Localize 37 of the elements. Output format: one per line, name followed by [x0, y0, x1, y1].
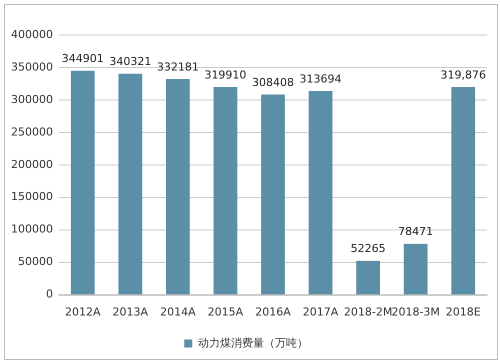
data-label: 340321	[109, 55, 152, 68]
x-tick-label: 2018E	[446, 305, 481, 318]
y-tick-label: 50000	[18, 255, 53, 268]
y-tick-label: 350000	[10, 60, 53, 74]
y-tick-label: 400000	[10, 28, 53, 41]
data-label: 344901	[62, 52, 104, 66]
x-tick-label: 2012A	[65, 305, 101, 318]
legend-label: 动力煤消费量（万吨）	[198, 336, 308, 350]
x-tick-label: 2013A	[112, 305, 149, 318]
bar	[404, 244, 428, 294]
x-tick-label: 2015A	[208, 305, 244, 318]
y-tick-label: 300000	[10, 92, 53, 106]
bar	[451, 87, 476, 294]
y-tick-label: 100000	[10, 222, 53, 236]
x-tick-label: 2018-2M	[344, 305, 392, 318]
bar	[261, 94, 285, 294]
bar	[70, 70, 95, 294]
y-tick-label: 200000	[10, 158, 53, 171]
x-tick-label: 2017A	[302, 305, 339, 318]
y-tick-label: 150000	[10, 190, 53, 204]
bar	[356, 260, 380, 294]
data-label: 313694	[300, 72, 342, 86]
data-label: 308408	[252, 76, 294, 89]
x-tick-label: 2018-3M	[391, 305, 440, 318]
data-label: 319,876	[440, 68, 486, 82]
bar	[214, 87, 238, 294]
y-tick-label: 0	[46, 288, 53, 301]
bar	[166, 79, 190, 294]
y-tick-label: 250000	[10, 125, 53, 138]
data-label: 52265	[350, 242, 386, 256]
data-label: 78471	[398, 225, 434, 238]
data-label: 319910	[204, 68, 246, 82]
data-label: 332181	[156, 60, 199, 74]
x-tick-label: 2016A	[255, 305, 292, 318]
bar	[118, 74, 142, 294]
bar	[308, 91, 332, 294]
x-tick-label: 2014A	[160, 305, 196, 318]
